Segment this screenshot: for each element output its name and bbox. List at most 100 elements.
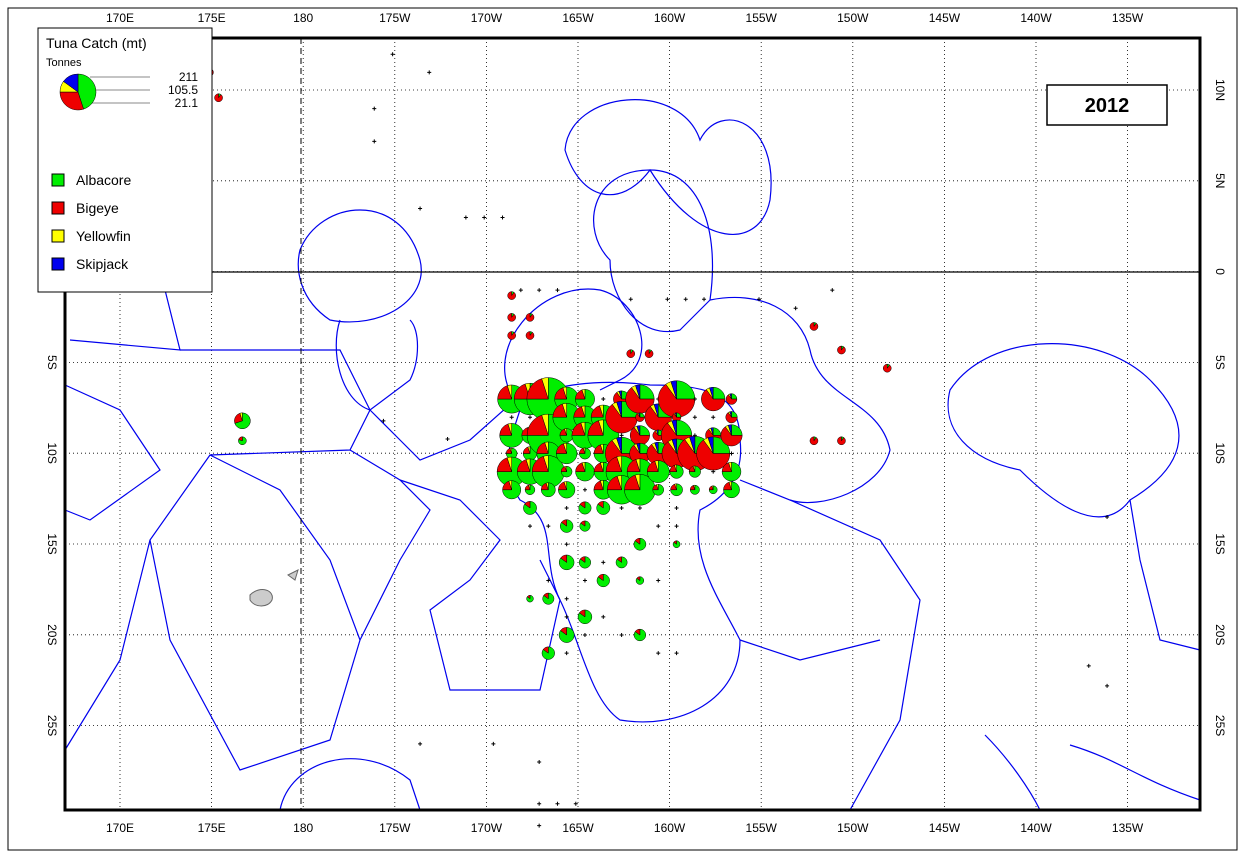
pie-slice: [674, 412, 677, 418]
pie-slice: [688, 465, 701, 478]
zero-catch: [427, 70, 432, 75]
lat-label-right: 20S: [1213, 624, 1227, 645]
pie-slice: [597, 501, 604, 509]
zero-catch: [491, 741, 496, 746]
zero-catch: [793, 306, 798, 311]
zero-catch: [711, 415, 716, 420]
zero-catch: [582, 578, 587, 583]
zero-catch: [418, 741, 423, 746]
pie-slice: [644, 349, 654, 358]
pie-slice: [711, 485, 714, 490]
pie-slice: [63, 73, 79, 93]
pie-slice: [636, 442, 641, 454]
lat-label-right: 15S: [1213, 533, 1227, 554]
pie-slice: [728, 461, 732, 472]
pie-slice: [541, 482, 556, 498]
pie-slice: [507, 384, 512, 400]
pie-slice: [543, 455, 549, 472]
pie-slice: [545, 482, 549, 490]
lon-label-top: 160W: [654, 11, 686, 25]
pie-slice: [671, 438, 677, 454]
zero-catch: [555, 288, 560, 293]
pie-slice: [707, 436, 714, 454]
pie-slice: [882, 363, 892, 373]
pie-slice: [508, 480, 512, 490]
lon-label-top: 170W: [471, 11, 503, 25]
pie-slice: [673, 540, 677, 545]
pie-slice: [580, 520, 586, 527]
pie-slice: [581, 389, 586, 400]
zero-catch: [601, 560, 606, 565]
pie-slice: [809, 322, 819, 331]
pie-slice: [636, 425, 641, 436]
zero-catch: [564, 505, 569, 510]
pie-slice: [656, 484, 659, 490]
pie-slice: [636, 576, 641, 582]
zero-catch: [537, 801, 542, 806]
zero-catch: [656, 651, 661, 656]
zero-catch: [582, 487, 587, 492]
zero-catch: [372, 139, 377, 144]
zero-catch: [830, 288, 835, 293]
lat-label-right: 25S: [1213, 715, 1227, 736]
pie-slice: [578, 556, 591, 569]
lon-label-bottom: 180: [293, 821, 313, 835]
pie-slice: [657, 383, 696, 418]
scale-label: 21.1: [175, 96, 199, 110]
pie-slice: [562, 403, 567, 418]
legend-swatch: [51, 201, 65, 215]
pie-slice: [635, 458, 641, 472]
legend-label: Skipjack: [76, 256, 129, 272]
zero-catch: [537, 760, 542, 765]
pie-slice: [635, 413, 645, 422]
pie-slice: [509, 447, 512, 454]
zero-catch: [555, 801, 560, 806]
zero-catch: [729, 451, 734, 456]
pie-slice: [507, 291, 516, 300]
pie-slice: [689, 435, 696, 454]
zero-catch: [564, 596, 569, 601]
pie-slice: [559, 428, 574, 443]
zero-catch: [390, 52, 395, 57]
scale-label: 105.5: [168, 83, 198, 97]
pie-slice: [560, 554, 567, 563]
pie-slice: [708, 485, 718, 495]
zero-catch: [509, 415, 514, 420]
lon-label-top: 155W: [746, 11, 778, 25]
lon-label-bottom: 175W: [379, 821, 411, 835]
eez-boundaries: [64, 99, 1201, 811]
zero-catch: [665, 297, 670, 302]
lon-label-bottom: 140W: [1020, 821, 1052, 835]
pie-slice: [729, 411, 732, 418]
lon-label-bottom: 160W: [654, 821, 686, 835]
pie-slice: [581, 405, 586, 418]
pie-slice: [721, 461, 742, 482]
lon-label-bottom: 150W: [837, 821, 869, 835]
zero-catch: [601, 614, 606, 619]
legend-swatch: [51, 229, 65, 243]
lon-label-bottom: 175E: [198, 821, 226, 835]
pie-slice: [525, 458, 531, 472]
zero-catch: [601, 397, 606, 402]
lat-label-left: 10S: [45, 443, 59, 464]
lat-label-left: 5S: [45, 355, 59, 370]
pie-slice: [59, 91, 84, 111]
pie-slice: [581, 461, 586, 472]
pie-slice: [837, 436, 846, 446]
lon-label-bottom: 170E: [106, 821, 134, 835]
pie-slice: [634, 628, 641, 636]
pie-slice: [670, 380, 677, 400]
pie-slice: [809, 436, 819, 446]
pie-slice: [674, 483, 677, 490]
pie-slice: [560, 465, 573, 478]
catch-pies: [205, 52, 1110, 828]
lon-label-top: 165W: [562, 11, 594, 25]
pie-slice: [693, 484, 696, 490]
pie-slice: [541, 413, 549, 436]
pie-slice: [618, 390, 622, 400]
zero-catch: [757, 297, 761, 302]
legend-label: Albacore: [76, 172, 131, 188]
map-frame: [63, 36, 1202, 812]
